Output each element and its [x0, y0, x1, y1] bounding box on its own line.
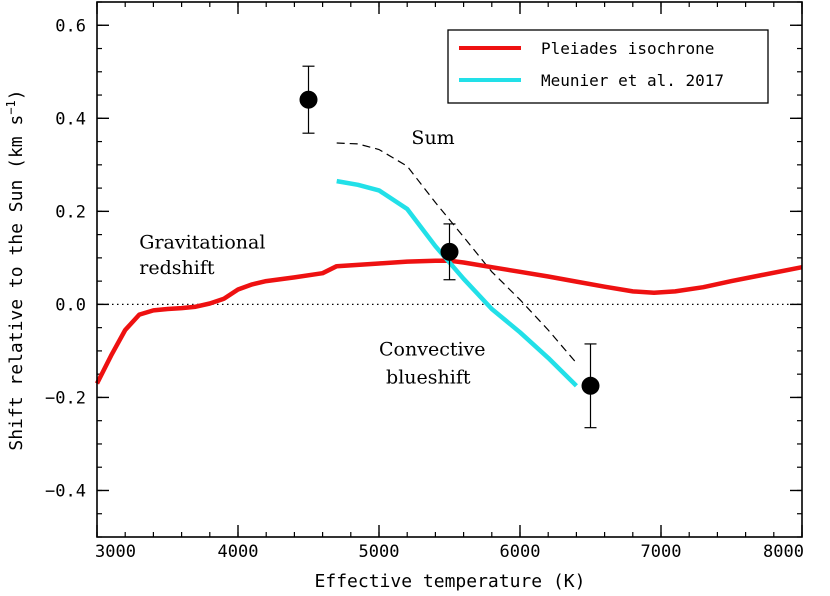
- annotation-label: Convective: [379, 339, 486, 361]
- x-tick-label: 8000: [763, 542, 804, 562]
- annotation-label: redshift: [139, 257, 215, 279]
- series-line-pleiades: [94, 258, 803, 385]
- y-tick-label: −0.4: [45, 481, 86, 501]
- legend-label-pleiades: Pleiades isochrone: [541, 39, 714, 58]
- x-tick-label: 6000: [500, 542, 541, 562]
- y-tick-label: 0.6: [55, 16, 86, 36]
- points-layer: [299, 65, 600, 429]
- y-tick-label: 0.4: [55, 109, 86, 129]
- annotation-label: Gravitational: [139, 232, 265, 254]
- x-tick-label: 4000: [218, 542, 259, 562]
- y-tick-label: 0.2: [55, 202, 86, 222]
- annotation-label: blueshift: [386, 366, 471, 388]
- data-point: [299, 90, 318, 109]
- x-tick-label: 5000: [359, 542, 400, 562]
- annotation-label: Sum: [411, 127, 454, 149]
- y-tick-label: −0.2: [45, 388, 86, 408]
- x-tick-label: 7000: [641, 542, 682, 562]
- y-axis-title: Shift relative to the Sun (km s−1): [4, 89, 27, 450]
- x-axis-title: Effective temperature (K): [315, 571, 586, 592]
- legend-label-meunier: Meunier et al. 2017: [541, 71, 724, 90]
- sum-curve: [336, 142, 577, 364]
- legend-box: [447, 29, 769, 104]
- legend: Pleiades isochrone Meunier et al. 2017: [447, 29, 769, 104]
- annotation-layer: Sum Gravitational redshift Convective bluesh…: [139, 127, 485, 389]
- y-tick-label: 0.0: [55, 295, 86, 315]
- x-tick-label: 3000: [95, 542, 136, 562]
- data-point: [581, 376, 600, 395]
- data-point: [440, 242, 459, 261]
- plot-frame: [96, 1, 803, 538]
